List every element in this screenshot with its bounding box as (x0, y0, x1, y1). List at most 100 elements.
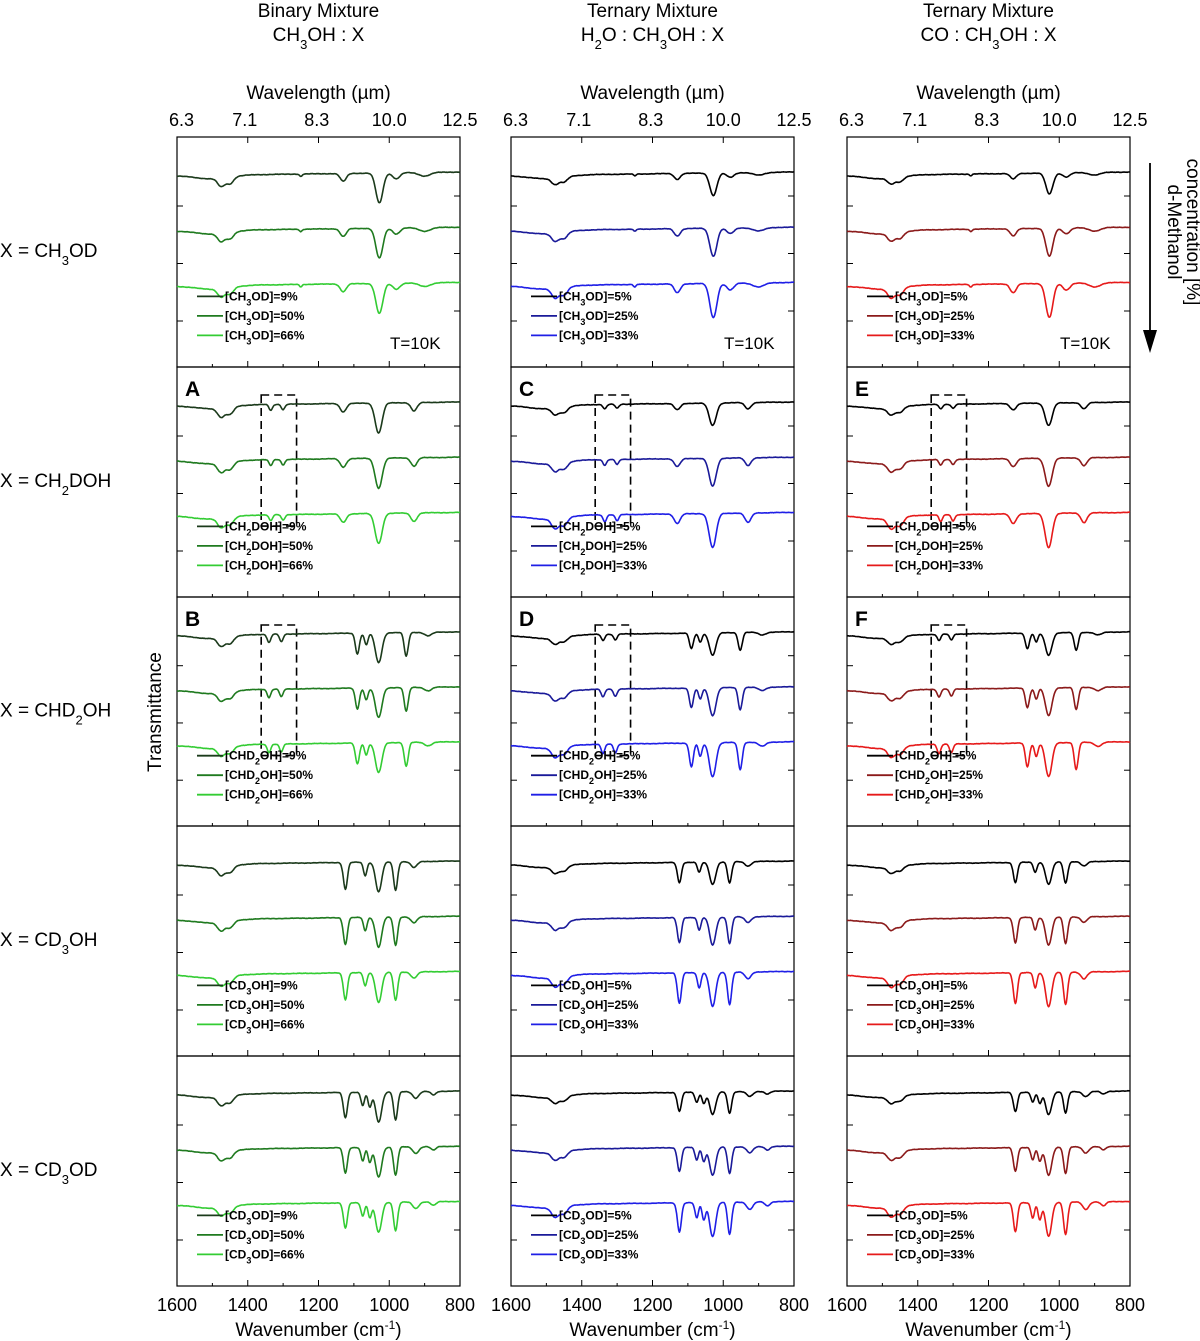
dashed-box-1-2 (930, 394, 968, 527)
trace-0-1-2 (510, 281, 795, 319)
trace-2-1-2 (510, 740, 795, 778)
panel-frame-4-1 (510, 1055, 795, 1287)
top-tick-label-0-0: 6.3 (169, 110, 194, 130)
legend-label-4-0-2: [CD3OD]=66% (225, 1247, 305, 1265)
top-axis-title-2: Wavelength (µm) (916, 83, 1060, 104)
trace-2-2-2 (846, 740, 1131, 778)
legend-label-1-2-0: [CH2DOH]=5% (895, 519, 977, 537)
bottom-tick-label-1-1: 1400 (562, 1295, 602, 1315)
legend-label-3-0-0: [CD3OH]=9% (225, 978, 298, 996)
row-label-3: X = CD3OH (0, 930, 98, 957)
legend-label-4-1-0: [CD3OD]=5% (559, 1208, 632, 1226)
bottom-tick-label-2-1: 1400 (898, 1295, 938, 1315)
arrow-label-line-1: d-Methanol (1163, 184, 1184, 279)
bottom-tick-label-0-4: 800 (445, 1295, 475, 1315)
legend-label-2-1-1: [CHD2OH]=25% (559, 768, 647, 786)
trace-1-1-1 (510, 456, 795, 487)
panel-frame-0-0 (176, 136, 461, 368)
legend-label-2-1-2: [CHD2OH]=33% (559, 788, 647, 806)
trace-2-2-1 (846, 685, 1131, 717)
legend-label-0-0-0: [CH3OD]=9% (225, 289, 298, 307)
bottom-tick-label-1-4: 800 (779, 1295, 809, 1315)
trace-1-0-0 (176, 400, 461, 434)
trace-1-0-1 (176, 456, 461, 490)
panel-frame-2-2 (846, 596, 1131, 827)
row-label-4: X = CD3OD (0, 1160, 98, 1187)
legend-label-0-2-1: [CH3OD]=25% (895, 309, 975, 327)
panel-frames-layer (176, 136, 1131, 1287)
legend-label-1-2-1: [CH2DOH]=25% (895, 539, 983, 557)
trace-4-2-2 (846, 1200, 1131, 1238)
y-axis-title: Transmittance (145, 652, 166, 772)
panel-frame-0-1 (510, 136, 795, 368)
trace-0-1-1 (510, 226, 795, 258)
trace-4-2-0 (846, 1089, 1131, 1116)
top-axis-title-1: Wavelength (µm) (580, 83, 724, 104)
column-title-1: Ternary Mixture (587, 1, 718, 22)
temperature-label-2: T=10K (1060, 334, 1111, 353)
top-tick-label-1-2: 8.3 (638, 110, 663, 130)
panel-frame-1-0 (176, 366, 461, 598)
panel-letter-1-1: C (519, 378, 534, 401)
top-tick-label-2-3: 10.0 (1042, 110, 1077, 130)
top-tick-label-1-0: 6.3 (503, 110, 528, 130)
trace-4-0-2 (176, 1200, 461, 1233)
top-tick-label-0-2: 8.3 (304, 110, 329, 130)
column-subtitle-1: H2O : CH3OH : X (581, 25, 725, 52)
trace-4-1-1 (510, 1145, 795, 1176)
bottom-tick-label-1-3: 1000 (703, 1295, 743, 1315)
panel-letter-1-0: A (185, 378, 200, 401)
legend-label-3-1-0: [CD3OH]=5% (559, 978, 632, 996)
top-tick-label-2-1: 7.1 (902, 110, 927, 130)
legend-label-0-1-0: [CH3OD]=5% (559, 289, 632, 307)
panel-frame-1-1 (510, 366, 795, 598)
trace-2-0-0 (176, 630, 461, 664)
legend-label-0-2-2: [CH3OD]=33% (895, 328, 975, 346)
panel-frame-4-0 (176, 1055, 461, 1287)
trace-1-2-0 (846, 400, 1131, 427)
column-title-2: Ternary Mixture (923, 1, 1054, 22)
trace-4-2-1 (846, 1145, 1131, 1177)
top-tick-label-2-0: 6.3 (839, 110, 864, 130)
bottom-tick-label-1-2: 1200 (632, 1295, 672, 1315)
bottom-tick-label-2-2: 1200 (968, 1295, 1008, 1315)
bottom-tick-label-2-3: 1000 (1039, 1295, 1079, 1315)
column-subtitle-0: CH3OH : X (273, 25, 365, 52)
column-title-0: Binary Mixture (258, 1, 379, 22)
bottom-tick-label-1-0: 1600 (491, 1295, 531, 1315)
legend-label-4-0-1: [CD3OD]=50% (225, 1228, 305, 1246)
panel-frame-3-1 (510, 825, 795, 1057)
bottom-axis-title-1: Wavenumber (cm-1) (569, 1318, 735, 1341)
trace-3-2-1 (846, 915, 1131, 946)
legend-label-2-0-1: [CHD2OH]=50% (225, 768, 313, 786)
trace-3-1-0 (510, 859, 795, 886)
trace-3-2-2 (846, 970, 1131, 1008)
legend-label-1-1-1: [CH2DOH]=25% (559, 539, 647, 557)
trace-0-0-0 (176, 171, 461, 204)
bottom-tick-label-0-1: 1400 (228, 1295, 268, 1315)
legend-label-2-0-2: [CHD2OH]=66% (225, 788, 313, 806)
legend-label-4-1-1: [CD3OD]=25% (559, 1228, 639, 1246)
legend-label-4-2-2: [CD3OD]=33% (895, 1247, 975, 1265)
trace-2-1-0 (510, 630, 795, 657)
trace-4-0-1 (176, 1145, 461, 1178)
legend-label-4-1-2: [CD3OD]=33% (559, 1247, 639, 1265)
trace-0-2-0 (846, 171, 1131, 195)
panel-letter-1-2: E (855, 378, 869, 401)
row-label-1: X = CH2DOH (0, 471, 111, 498)
trace-1-1-2 (510, 511, 795, 549)
trace-3-1-1 (510, 915, 795, 946)
traces-layer (176, 171, 1131, 1238)
panel-letter-2-0: B (185, 608, 200, 631)
legend-label-4-2-1: [CD3OD]=25% (895, 1228, 975, 1246)
bottom-axis-title-2: Wavenumber (cm-1) (905, 1318, 1071, 1341)
top-tick-label-1-1: 7.1 (566, 110, 591, 130)
bottom-tick-label-0-2: 1200 (298, 1295, 338, 1315)
top-tick-label-2-2: 8.3 (974, 110, 999, 130)
panel-frame-1-2 (846, 366, 1131, 598)
legend-label-1-0-1: [CH2DOH]=50% (225, 539, 313, 557)
legend-label-3-1-2: [CD3OH]=33% (559, 1017, 639, 1035)
legend-label-2-0-0: [CHD2OH]=9% (225, 749, 307, 767)
legend-label-0-0-1: [CH3OD]=50% (225, 309, 305, 327)
